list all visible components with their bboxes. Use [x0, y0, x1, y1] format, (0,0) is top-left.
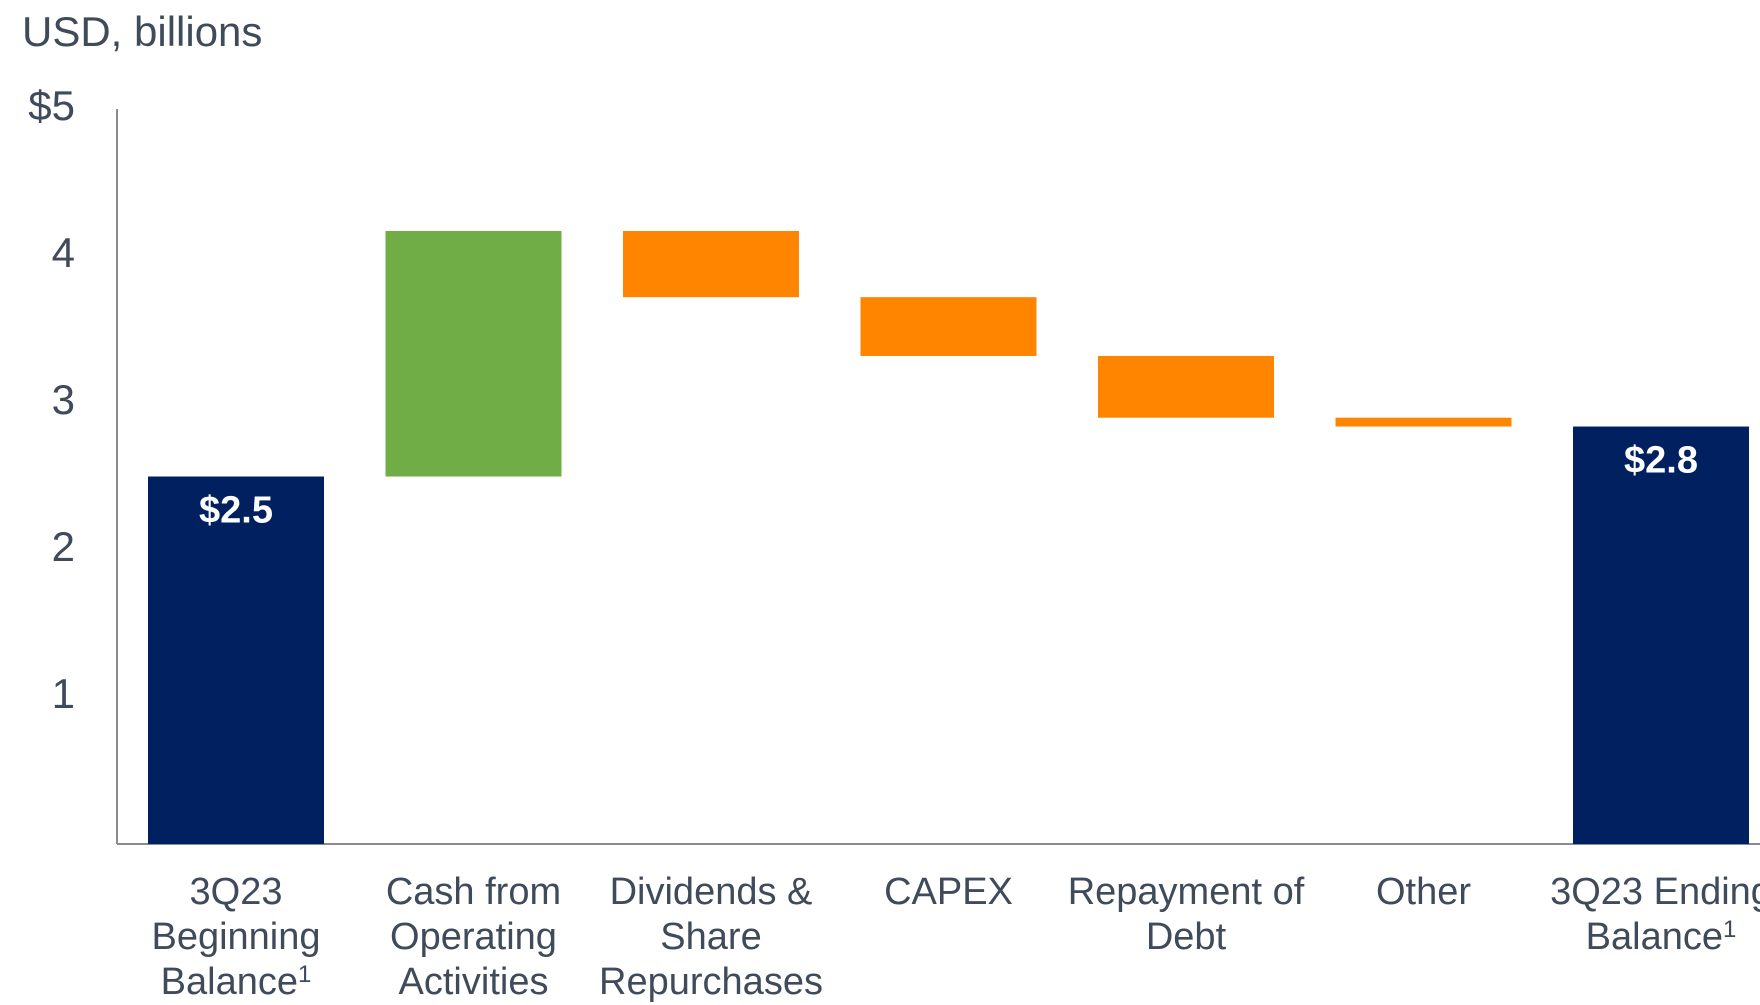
x-tick-label: Cash from Operating Activities: [354, 870, 594, 1005]
footnote-marker: 1: [297, 961, 312, 988]
bar: [860, 297, 1037, 356]
y-tick-label: 1: [52, 670, 75, 717]
bar: [1573, 426, 1749, 844]
x-tick-label: Repayment of Debt: [1066, 870, 1306, 960]
y-tick-label: 3: [52, 376, 75, 423]
y-tick-label: 2: [52, 523, 75, 570]
bar: [1098, 355, 1274, 418]
category-text: 3Q23 Beginning Balance: [151, 871, 321, 1003]
bar: [623, 231, 799, 298]
value-label: $2.8: [1624, 440, 1698, 482]
y-tick-label: 4: [52, 229, 75, 276]
chart-subtitle: USD, billions: [22, 8, 263, 55]
bar: [148, 476, 324, 844]
category-text: Repayment of Debt: [1067, 871, 1305, 958]
value-label: $2.5: [199, 490, 273, 532]
bar: [385, 231, 562, 477]
category-text: Other: [1375, 871, 1472, 913]
x-tick-label: Dividends & Share Repurchases: [591, 870, 831, 1005]
category-text: 3Q23 Ending Balance: [1550, 871, 1760, 958]
category-text: Cash from Operating Activities: [385, 871, 562, 1003]
category-text: CAPEX: [884, 871, 1013, 913]
footnote-marker: 1: [1722, 916, 1737, 943]
y-tick-label: $5: [28, 82, 75, 129]
x-tick-label: 3Q23 Ending Balance1: [1541, 870, 1760, 960]
bar: [1335, 417, 1512, 427]
x-tick-label: CAPEX: [829, 870, 1069, 915]
x-tick-label: 3Q23 Beginning Balance1: [116, 870, 356, 1005]
category-text: Dividends & Share Repurchases: [599, 871, 823, 1003]
x-tick-label: Other: [1304, 870, 1544, 915]
